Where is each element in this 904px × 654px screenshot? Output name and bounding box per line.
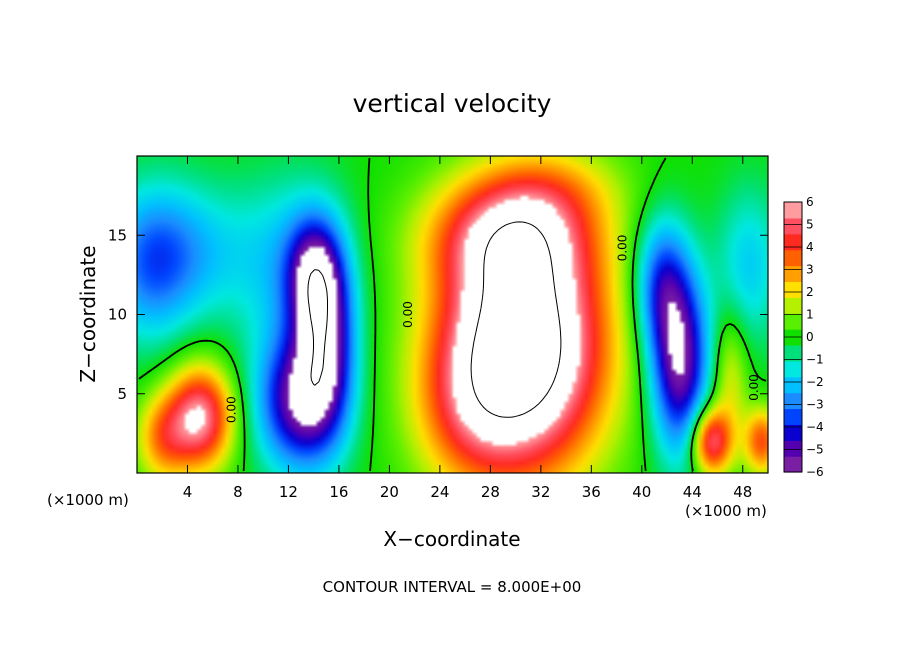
colorbar-swatch: [784, 249, 802, 267]
contour-label: 0.00: [224, 396, 238, 423]
y-tick-label: 5: [117, 385, 127, 403]
contour-labels: 0.00 0.00 0.00 0.00: [224, 235, 760, 423]
colorbar-tick-label: 6: [806, 195, 814, 209]
y-axis-label: Z−coordinate: [76, 245, 100, 382]
colorbar: 6 5 4 3 2 1 0 −1 −2 −3 −4 −5 −6: [783, 195, 824, 479]
colorbar-tick-label: −2: [806, 375, 824, 389]
contour-line: [470, 221, 562, 418]
colorbar-swatch: [784, 376, 802, 394]
x-tick-label: 12: [279, 483, 298, 501]
x-tick-label: 32: [531, 483, 550, 501]
colorbar-tick-label: 0: [806, 330, 814, 344]
colorbar-swatch: [784, 202, 802, 219]
x-tick-label: 24: [430, 483, 449, 501]
y-tick-label: 15: [108, 226, 127, 244]
colorbar-swatch: [784, 344, 802, 362]
colorbar-tick-label: 1: [806, 308, 814, 322]
x-tick-label: 16: [329, 483, 348, 501]
contour-lines: [138, 157, 767, 472]
colorbar-swatch: [784, 392, 802, 410]
contour-interval-note: CONTOUR INTERVAL = 8.000E+00: [323, 578, 582, 596]
colorbar-swatch: [784, 217, 802, 235]
contour-label: 0.00: [747, 374, 761, 401]
contour-line: [138, 157, 767, 472]
colorbar-swatch: [784, 408, 802, 425]
x-tick-label: 28: [481, 483, 500, 501]
colorbar-tick-label: 4: [806, 240, 814, 254]
colorbar-tick-label: 5: [806, 218, 814, 232]
colorbar-tick-label: −4: [806, 420, 824, 434]
colorbar-swatch: [784, 313, 802, 330]
x-tick-label: 44: [683, 483, 702, 501]
contour-line: [307, 269, 328, 386]
colorbar-tick-label: −5: [806, 443, 824, 457]
x-tick-label: 36: [582, 483, 601, 501]
x-tick-label: 40: [632, 483, 651, 501]
chart-title: vertical velocity: [353, 89, 552, 118]
x-tick-label: 20: [380, 483, 399, 501]
colorbar-swatch: [784, 233, 802, 251]
colorbar-swatch: [784, 440, 802, 457]
colorbar-swatch: [784, 281, 802, 298]
colorbar-tick-label: 2: [806, 285, 814, 299]
x-unit-label-right: (×1000 m): [685, 502, 767, 520]
x-unit-label-left: (×1000 m): [47, 491, 129, 509]
contour-label: 0.00: [616, 235, 630, 262]
colorbar-swatch: [784, 424, 802, 441]
contour-label: 0.00: [401, 301, 415, 328]
colorbar-swatch: [784, 265, 802, 283]
x-axis-label: X−coordinate: [383, 527, 520, 551]
velocity-heatmap: [137, 156, 768, 473]
x-tick-label: 8: [233, 483, 243, 501]
colorbar-swatch: [784, 360, 802, 378]
colorbar-swatch: [784, 456, 802, 473]
colorbar-tick-label: −1: [806, 353, 824, 367]
colorbar-tick-label: −3: [806, 398, 824, 412]
x-tick-label: 4: [183, 483, 193, 501]
colorbar-tick-label: −6: [806, 465, 824, 479]
x-tick-label: 48: [733, 483, 752, 501]
y-tick-label: 10: [108, 306, 127, 324]
plot-area: [137, 156, 768, 473]
colorbar-swatch: [784, 297, 802, 314]
colorbar-tick-label: 3: [806, 263, 814, 277]
